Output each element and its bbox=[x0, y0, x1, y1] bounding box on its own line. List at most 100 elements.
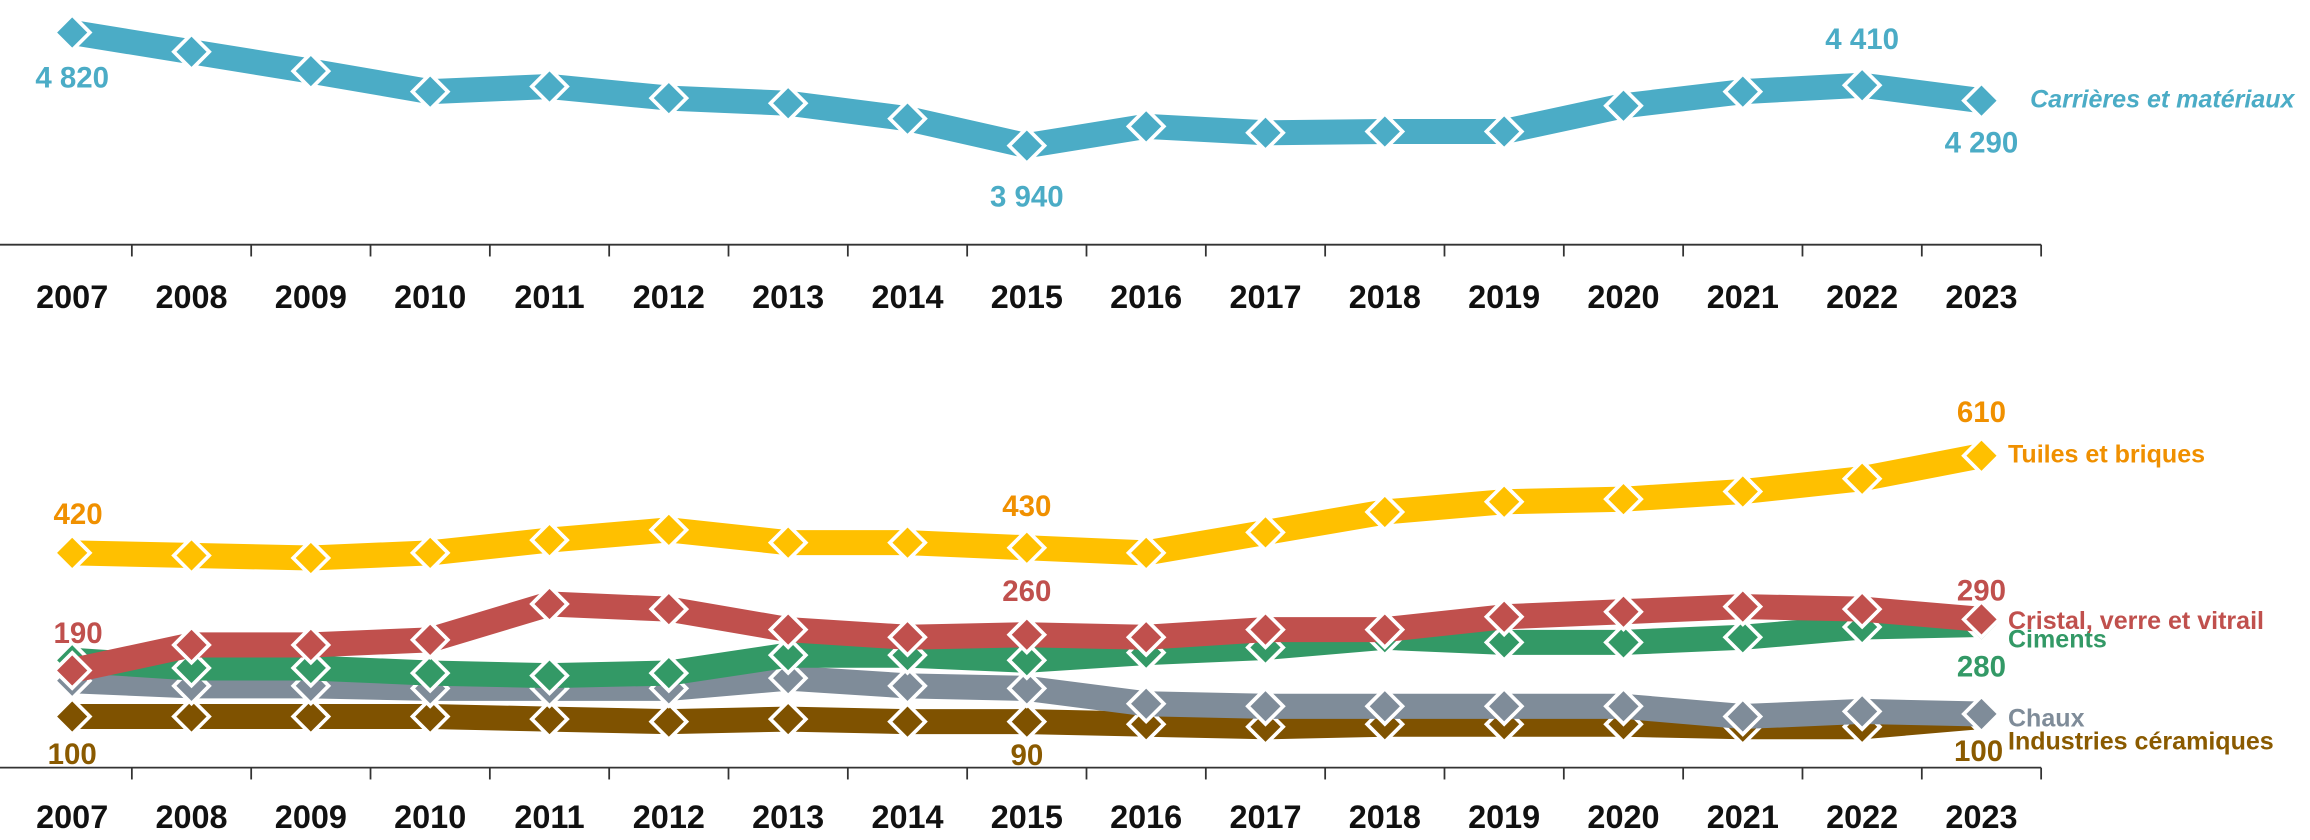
marker bbox=[51, 532, 93, 574]
marker bbox=[1245, 112, 1286, 154]
x-tick-label: 2017 bbox=[1229, 279, 1301, 315]
marker bbox=[1603, 478, 1644, 520]
marker bbox=[1006, 668, 1048, 709]
x-tick-label: 2013 bbox=[752, 279, 824, 315]
marker bbox=[1364, 609, 1406, 650]
data-label: 4 820 bbox=[35, 61, 109, 94]
data-label: 4 410 bbox=[1825, 23, 1899, 56]
x-tick-label: 2014 bbox=[871, 799, 943, 835]
x-tick-label: 2011 bbox=[514, 279, 584, 315]
x-tick-label: 2016 bbox=[1110, 279, 1182, 315]
marker bbox=[1483, 686, 1525, 727]
x-tick-label: 2022 bbox=[1826, 279, 1898, 315]
x-tick-label: 2020 bbox=[1587, 279, 1659, 315]
marker bbox=[648, 652, 690, 694]
marker bbox=[409, 619, 451, 661]
marker bbox=[1125, 106, 1167, 147]
marker bbox=[1483, 111, 1525, 152]
data-label: 280 bbox=[1957, 650, 2006, 683]
data-label: 100 bbox=[48, 738, 97, 771]
marker bbox=[1006, 527, 1048, 569]
marker bbox=[648, 509, 690, 551]
marker bbox=[887, 665, 928, 707]
marker bbox=[887, 98, 928, 139]
marker bbox=[1841, 691, 1883, 732]
data-label: 260 bbox=[1002, 575, 1051, 608]
x-tick-label: 2013 bbox=[752, 799, 824, 835]
marker bbox=[1961, 693, 2002, 735]
series-label: Cristal, verre et vitrail bbox=[2008, 607, 2264, 635]
series-label: Ciments bbox=[2008, 625, 2107, 653]
marker bbox=[409, 696, 451, 737]
x-tick-label: 2008 bbox=[155, 279, 227, 315]
marker bbox=[1125, 532, 1167, 574]
data-label: 100 bbox=[1954, 735, 2003, 768]
series-label: Tuiles et briques bbox=[2008, 440, 2205, 468]
x-tick-label: 2015 bbox=[991, 799, 1063, 835]
marker bbox=[1841, 588, 1883, 630]
x-tick-label: 2011 bbox=[514, 799, 584, 835]
marker bbox=[767, 82, 809, 124]
marker bbox=[1364, 491, 1406, 533]
marker bbox=[1603, 686, 1644, 727]
x-tick-label: 2007 bbox=[36, 799, 108, 835]
x-tick-label: 2010 bbox=[394, 799, 466, 835]
data-label: 610 bbox=[1957, 396, 2006, 429]
marker bbox=[1125, 683, 1167, 725]
marker bbox=[1245, 686, 1286, 727]
marker bbox=[51, 696, 93, 737]
data-label: 430 bbox=[1002, 490, 1051, 523]
x-tick-label: 2023 bbox=[1945, 279, 2017, 315]
marker bbox=[171, 624, 212, 666]
marker bbox=[529, 583, 570, 625]
x-tick-label: 2018 bbox=[1349, 799, 1421, 835]
x-tick-label: 2008 bbox=[155, 799, 227, 835]
marker bbox=[1722, 586, 1764, 627]
x-tick-label: 2020 bbox=[1587, 799, 1659, 835]
marker bbox=[171, 696, 212, 737]
marker bbox=[1483, 622, 1525, 663]
x-tick-label: 2018 bbox=[1349, 279, 1421, 315]
x-tick-label: 2016 bbox=[1110, 799, 1182, 835]
marker bbox=[767, 609, 809, 650]
marker bbox=[171, 31, 212, 73]
marker bbox=[1006, 701, 1048, 742]
marker bbox=[1722, 616, 1764, 658]
marker bbox=[1961, 80, 2002, 121]
marker bbox=[767, 634, 809, 676]
marker bbox=[767, 698, 809, 740]
x-tick-label: 2012 bbox=[633, 799, 705, 835]
marker bbox=[1364, 686, 1406, 727]
x-tick-label: 2012 bbox=[633, 279, 705, 315]
marker bbox=[887, 701, 928, 742]
x-tick-label: 2021 bbox=[1707, 279, 1779, 315]
data-label: 420 bbox=[54, 498, 103, 531]
x-tick-label: 2014 bbox=[871, 279, 943, 315]
data-label: 190 bbox=[54, 617, 103, 650]
marker bbox=[1722, 696, 1764, 737]
marker bbox=[51, 650, 93, 691]
marker bbox=[409, 652, 451, 694]
data-label: 4 290 bbox=[1945, 127, 2019, 160]
marker bbox=[887, 616, 928, 658]
x-tick-label: 2022 bbox=[1826, 799, 1898, 835]
data-label: 90 bbox=[1010, 739, 1043, 772]
x-tick-label: 2017 bbox=[1229, 799, 1301, 835]
marker bbox=[1722, 471, 1764, 512]
marker bbox=[1841, 458, 1883, 500]
x-tick-label: 2021 bbox=[1707, 799, 1779, 835]
marker bbox=[1603, 85, 1644, 127]
marker bbox=[1006, 614, 1048, 655]
marker bbox=[1961, 599, 2002, 640]
marker bbox=[1245, 512, 1286, 553]
marker bbox=[529, 655, 570, 696]
marker bbox=[767, 657, 809, 699]
marker bbox=[1245, 609, 1286, 650]
marker bbox=[648, 588, 690, 630]
x-tick-label: 2019 bbox=[1468, 279, 1540, 315]
marker bbox=[290, 537, 332, 579]
x-tick-label: 2015 bbox=[991, 279, 1063, 315]
marker bbox=[648, 701, 690, 742]
